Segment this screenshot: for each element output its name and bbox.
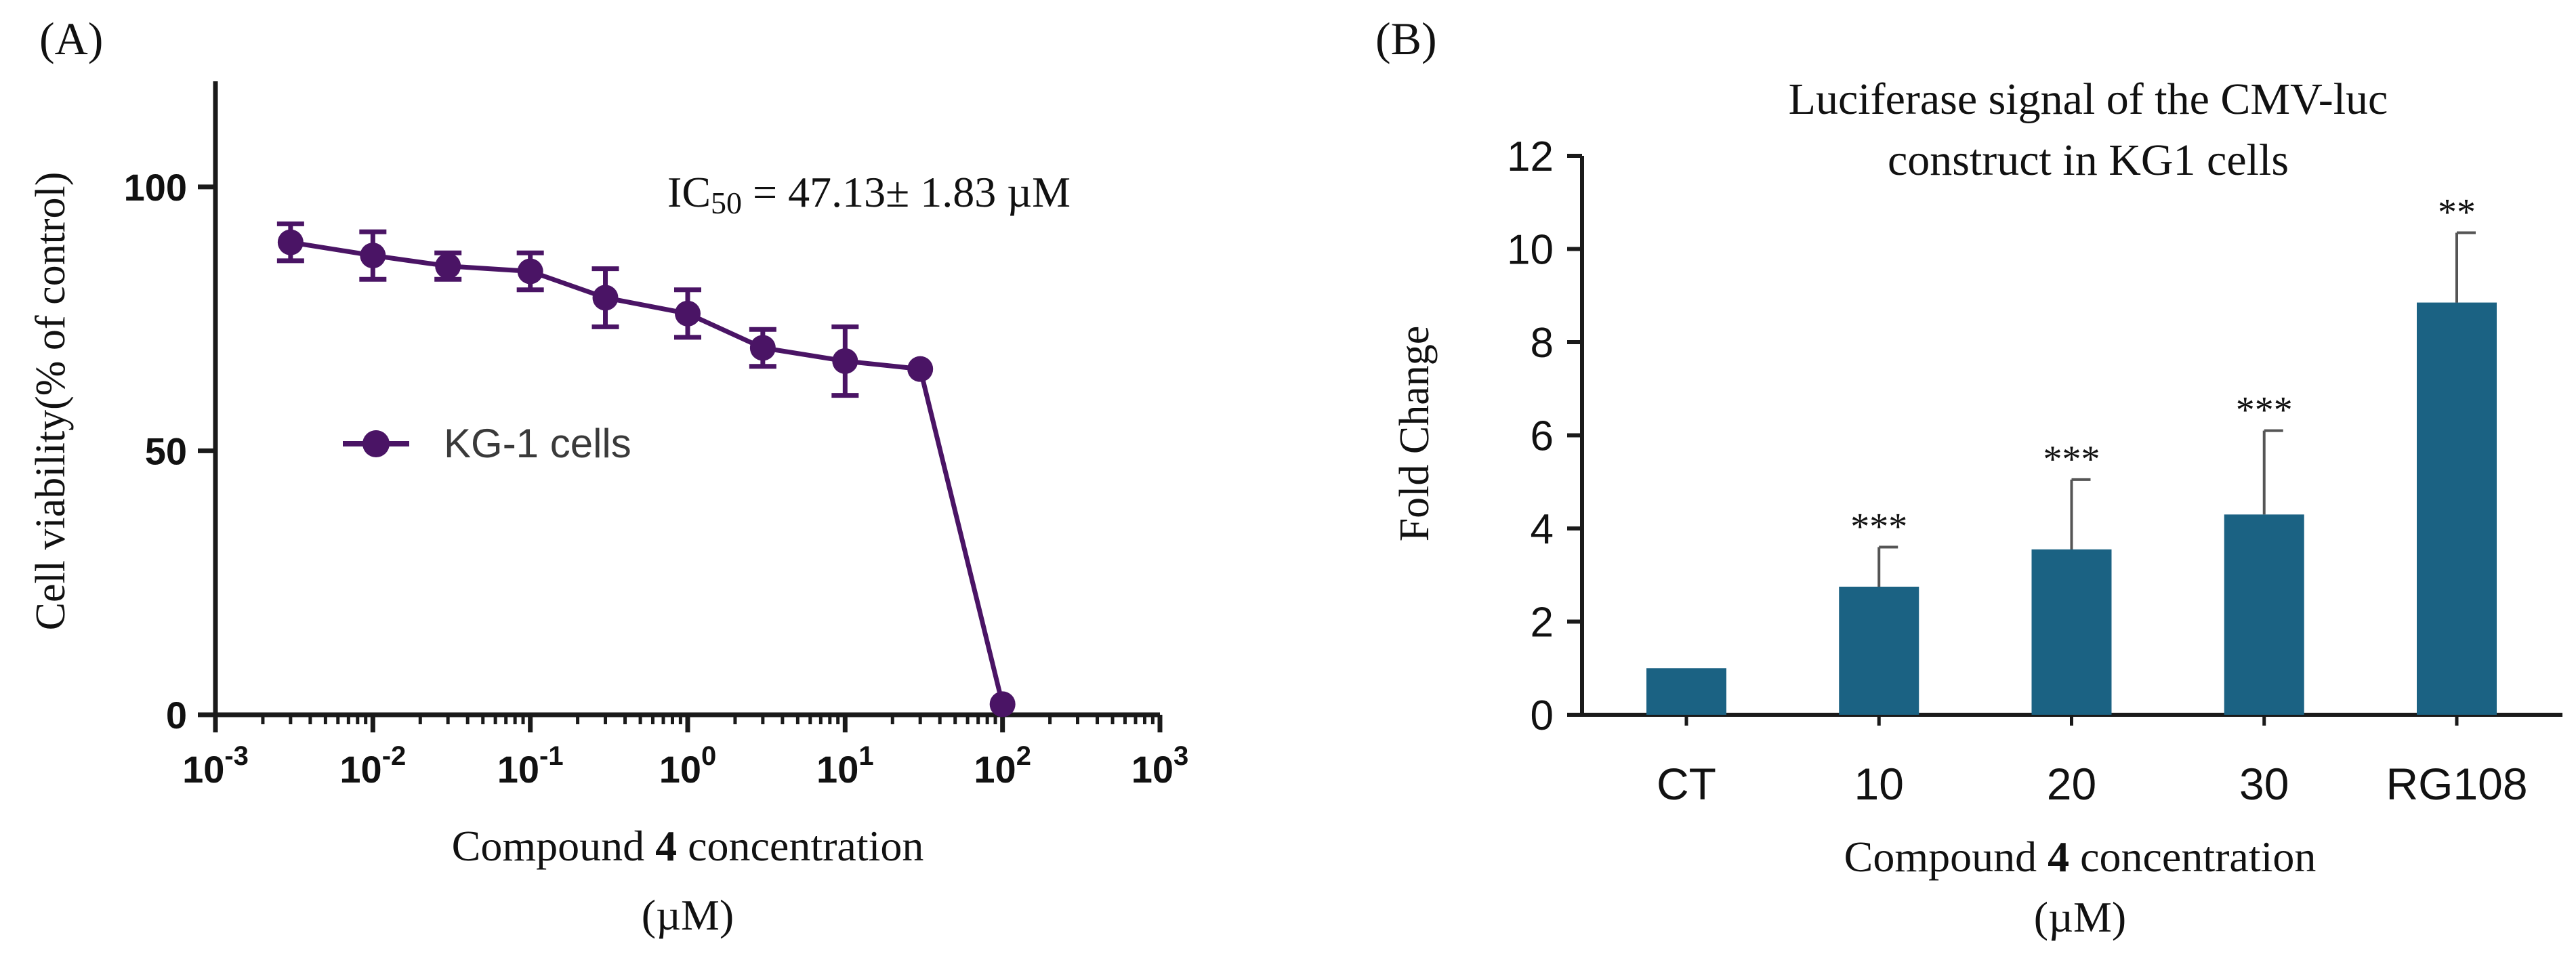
x-tick-label-exponent: -3 [224, 741, 249, 771]
data-point [907, 356, 934, 382]
x-tick-label-base: 10 [339, 748, 381, 791]
x-tick-label: 101 [816, 741, 874, 791]
panel-a-x-label-post: concentration [677, 822, 923, 870]
legend-dot-marker [362, 430, 390, 457]
y-tick-label: 8 [1531, 320, 1554, 367]
legend-label: KG-1 cells [444, 421, 631, 466]
y-tick-label: 6 [1531, 413, 1554, 460]
x-tick-label-exponent: -2 [382, 741, 407, 771]
panel-a-x-ticks: 10-3 10-2 10-1 100 101 102 103 [182, 715, 1188, 791]
x-tick-label-base: 10 [974, 748, 1016, 791]
panel-b-x-label-pre: Compound [1844, 833, 2048, 881]
bar-ct [1646, 668, 1726, 715]
panel-a-label: (A) [39, 13, 103, 64]
y-tick-label: 12 [1507, 133, 1554, 180]
panel-a-x-label: Compound 4 concentration [452, 822, 924, 870]
x-tick-label: 100 [659, 741, 717, 791]
x-tick-label-exponent: 2 [1016, 741, 1031, 771]
x-tick-label: 30 [2239, 759, 2289, 809]
ic50-subscript: 50 [711, 186, 742, 220]
bar-10 [1839, 586, 1919, 715]
y-tick-label: 4 [1531, 506, 1554, 553]
data-point [360, 243, 386, 269]
data-point [517, 258, 543, 285]
x-tick-label-base: 10 [1131, 748, 1173, 791]
panel-a-y-ticks: 0 50 100 [124, 166, 215, 736]
x-tick-label-exponent: 0 [701, 741, 716, 771]
data-point [832, 348, 858, 374]
x-tick-label: 10-2 [339, 741, 406, 791]
y-tick-label: 100 [124, 166, 187, 209]
panel-a-x-label-compound: 4 [655, 822, 677, 870]
series-line-kg1 [290, 240, 1005, 705]
x-tick-label-base: 10 [816, 748, 858, 791]
panel-b: (B) Luciferase signal of the CMV-luc con… [1375, 13, 2562, 941]
panel-b-x-label: Compound 4 concentration [1844, 833, 2317, 881]
bar-20 [2031, 549, 2112, 715]
bar-30 [2224, 514, 2304, 715]
x-tick-label: 102 [974, 741, 1031, 791]
x-tick-label: 10-3 [182, 741, 249, 791]
panel-b-x-label-compound: 4 [2048, 833, 2069, 881]
x-tick-label: 10 [1854, 759, 1904, 809]
panel-b-label: (B) [1375, 13, 1437, 64]
panel-a-x-label-unit: (µM) [642, 891, 734, 939]
x-tick-label: 103 [1131, 741, 1189, 791]
y-tick-label: 0 [166, 694, 187, 736]
x-tick-label: CT [1657, 759, 1716, 809]
y-tick-label: 10 [1507, 227, 1554, 274]
x-tick-label-exponent: 3 [1173, 741, 1188, 771]
significance-label: *** [2043, 438, 2100, 480]
x-tick-label: 10-1 [497, 741, 564, 791]
x-tick-label: 20 [2047, 759, 2096, 809]
x-tick-label-base: 10 [497, 748, 539, 791]
panel-a-ic50-annotation: IC50 = 47.13± 1.83 µM [667, 168, 1071, 220]
y-tick-label: 50 [145, 430, 187, 472]
x-tick-label: RG108 [2386, 759, 2527, 809]
significance-label: *** [1850, 506, 1907, 548]
bar-rg108 [2417, 302, 2497, 715]
panel-b-x-label-unit: (µM) [2034, 893, 2126, 941]
data-point [989, 691, 1016, 717]
data-point [675, 300, 701, 327]
data-point [749, 335, 776, 361]
panel-a-series [276, 221, 1016, 717]
ic50-value: = 47.13± 1.83 µM [742, 168, 1071, 216]
x-tick-label-base: 10 [659, 748, 701, 791]
panel-b-y-label: Fold Change [1392, 326, 1438, 542]
data-point [592, 285, 619, 311]
panel-b-title-line-2: construct in KG1 cells [1888, 136, 2289, 185]
data-point [435, 253, 461, 279]
data-point [277, 229, 304, 255]
panel-a-y-label: Cell viability(% of control) [28, 172, 74, 631]
significance-label: ** [2438, 191, 2476, 233]
y-tick-label: 2 [1531, 600, 1554, 646]
y-tick-label: 0 [1531, 692, 1554, 739]
panel-b-x-label-post: concentration [2069, 833, 2316, 881]
ic50-prefix: IC [667, 168, 711, 216]
x-tick-label-exponent: -1 [539, 741, 564, 771]
panel-a-legend: KG-1 cells [343, 421, 631, 466]
panel-a-x-label-pre: Compound [452, 822, 655, 870]
panel-b-y-ticks: 0 2 4 6 8 10 12 [1507, 133, 1582, 739]
panel-b-title-line-1: Luciferase signal of the CMV-luc [1789, 75, 2388, 124]
panel-b-bars: CT *** 10 *** 20 *** 30 ** RG108 [1646, 191, 2528, 809]
x-tick-label-base: 10 [182, 748, 224, 791]
x-tick-label-exponent: 1 [858, 741, 873, 771]
significance-label: *** [2236, 390, 2293, 432]
